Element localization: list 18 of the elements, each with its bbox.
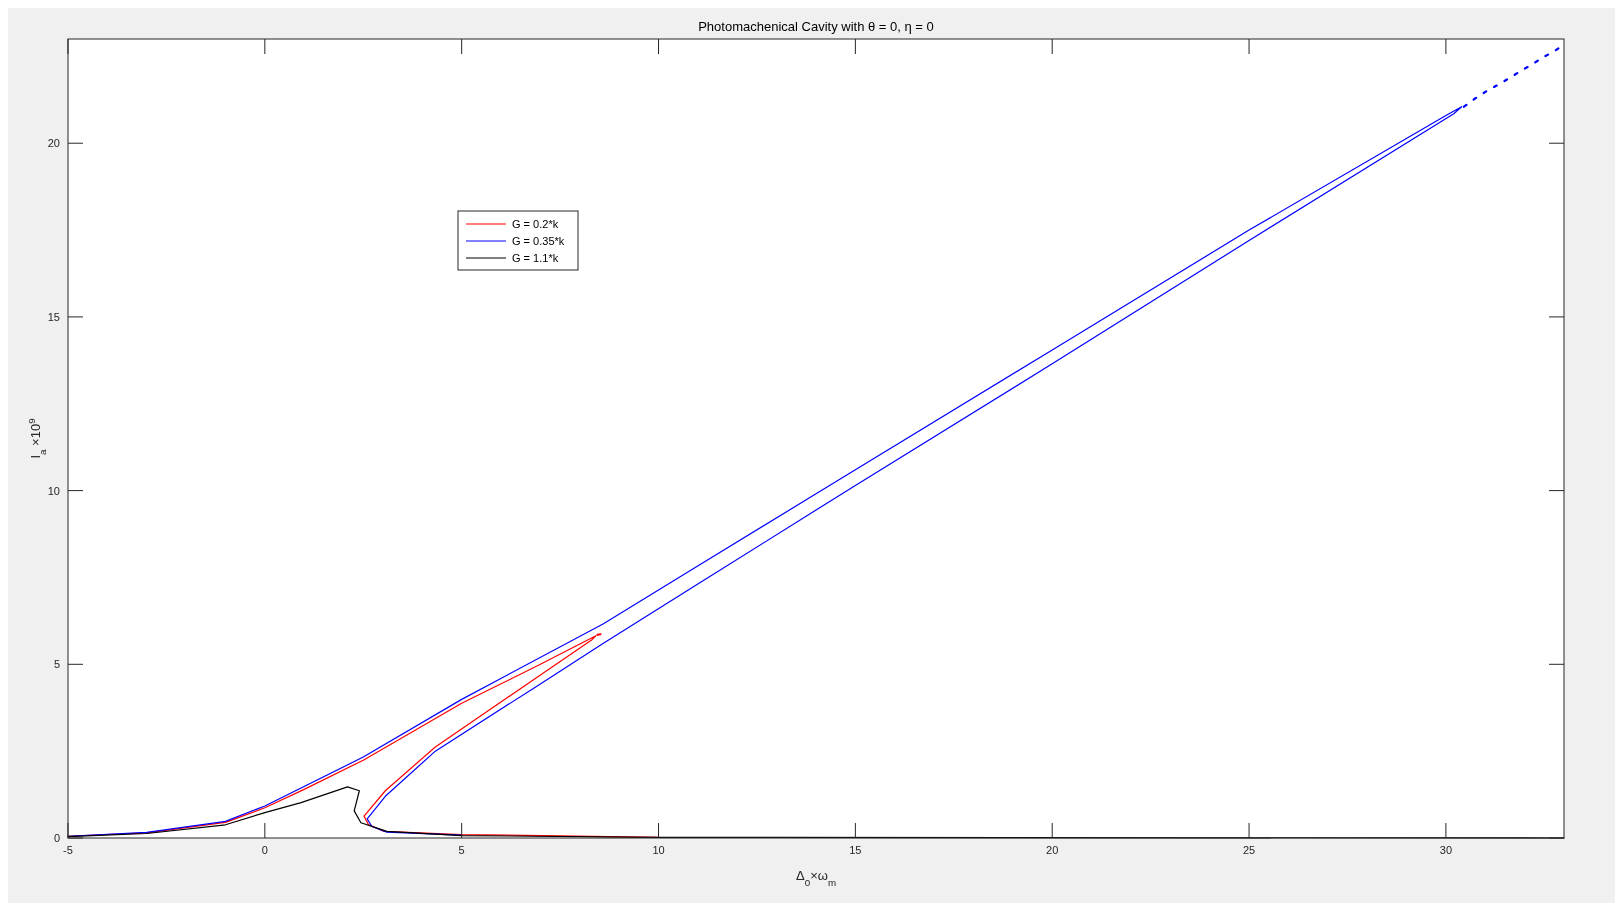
x-tick-label: 30 [1439,844,1453,856]
x-tick-label: 0 [261,844,268,856]
x-tick-label: 5 [458,844,465,856]
chart-title: Photomachenical Cavity with θ = 0, η = 0 [698,19,934,34]
legend-label: G = 1.1*k [512,252,559,264]
y-tick-label: 5 [53,658,60,671]
y-tick-label: 20 [47,137,60,150]
y-tick-label: 10 [47,484,60,497]
x-axis-title: Δ$_{0}$×ω$_{m}$ [796,868,836,888]
x-tick-label: 20 [1046,844,1059,856]
legend-label: G = 0.2*k [512,218,559,230]
x-tick-label: -5 [63,844,73,856]
y-tick-label: 15 [47,310,60,323]
x-tick-label: 15 [849,844,862,856]
y-tick-label: 0 [53,832,60,844]
x-tick-label: 25 [1242,844,1256,856]
x-tick-label: 10 [652,844,665,856]
legend-label: G = 0.35*k [512,235,565,247]
